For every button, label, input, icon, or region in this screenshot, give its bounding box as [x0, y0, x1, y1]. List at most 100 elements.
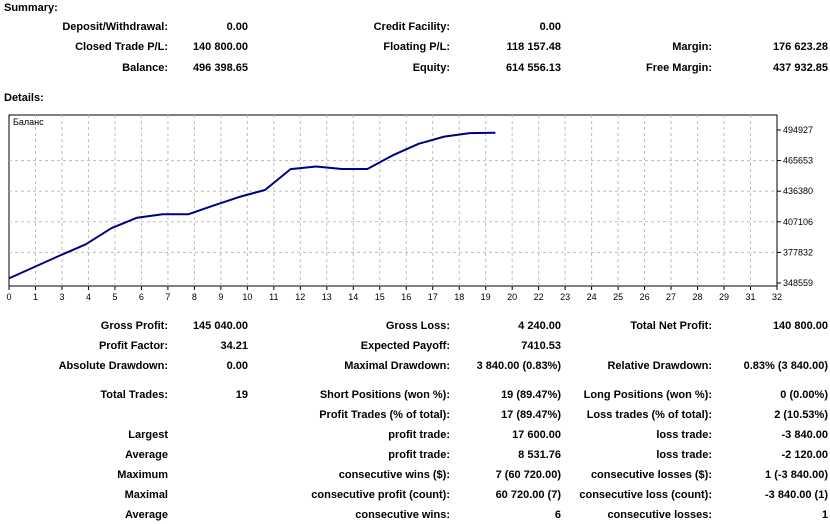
closed-pl-value: 140 800.00 — [192, 41, 248, 53]
x-tick-label: 12 — [295, 292, 305, 302]
summary-heading: Summary: — [4, 2, 58, 14]
x-tick-label: 0 — [6, 292, 11, 302]
avg-consecutive-losses-value: 1 — [821, 509, 828, 521]
y-tick-label: 377832 — [783, 247, 813, 257]
y-tick-label: 407106 — [783, 217, 813, 227]
average-loss-label: loss trade: — [656, 449, 712, 461]
max-consecutive-losses-label: consecutive losses ($): — [590, 469, 712, 481]
maximal-consecutive-profit-label: consecutive profit (count): — [311, 489, 450, 501]
chart-grid — [9, 115, 777, 286]
avg-consecutive-wins-label: consecutive wins: — [355, 509, 450, 521]
x-tick-label: 11 — [269, 292, 278, 302]
x-tick-label: 6 — [139, 292, 144, 302]
x-tick-label: 8 — [192, 292, 197, 302]
free-margin-value: 437 932.85 — [772, 62, 828, 74]
average-profit-value: 8 531.76 — [518, 449, 561, 461]
profit-factor-label: Profit Factor: — [98, 340, 168, 352]
y-axis-ticks: 494927 465653 436380 407106 377832 348559 — [777, 125, 813, 288]
max-consecutive-wins-label: consecutive wins ($): — [338, 469, 450, 481]
loss-trades-label: Loss trades (% of total): — [586, 409, 712, 421]
maximal-consecutive-loss-value: -3 840.00 (1) — [765, 489, 828, 501]
profit-trades-value: 17 (89.47%) — [501, 409, 561, 421]
x-tick-label: 19 — [481, 292, 491, 302]
maximum-label: Maximum — [117, 469, 168, 481]
short-positions-value: 19 (89.47%) — [501, 389, 561, 401]
balance-value: 496 398.65 — [192, 62, 248, 74]
x-tick-label: 7 — [165, 292, 170, 302]
balance-label: Balance: — [122, 62, 168, 74]
closed-pl-label: Closed Trade P/L: — [75, 41, 168, 53]
expected-payoff-label: Expected Payoff: — [360, 340, 450, 352]
total-net-value: 140 800.00 — [772, 320, 828, 332]
profit-factor-value: 34.21 — [220, 340, 248, 352]
maximal-label: Maximal — [124, 489, 168, 501]
margin-value: 176 623.28 — [772, 41, 828, 53]
x-tick-label: 29 — [719, 292, 729, 302]
credit-label: Credit Facility: — [373, 21, 450, 33]
free-margin-label: Free Margin: — [645, 62, 712, 74]
short-positions-label: Short Positions (won %): — [319, 389, 450, 401]
floating-pl-value: 118 157.48 — [506, 41, 561, 53]
x-tick-label: 16 — [401, 292, 411, 302]
total-trades-value: 19 — [235, 389, 248, 401]
profit-trades-label: Profit Trades (% of total): — [319, 409, 450, 421]
x-tick-label: 25 — [613, 292, 623, 302]
y-tick-label: 494927 — [783, 125, 813, 135]
balance-line — [8, 131, 496, 280]
expected-payoff-value: 7410.53 — [521, 340, 561, 352]
x-tick-label: 27 — [666, 292, 676, 302]
x-tick-label: 3 — [59, 292, 64, 302]
relative-drawdown-label: Relative Drawdown: — [607, 360, 712, 372]
average-label: Average — [124, 449, 168, 461]
largest-profit-value: 17 600.00 — [512, 429, 561, 441]
x-tick-label: 10 — [242, 292, 252, 302]
average-loss-value: -2 120.00 — [781, 449, 828, 461]
maximal-consecutive-loss-label: consecutive loss (count): — [579, 489, 712, 501]
x-tick-label: 1 — [33, 292, 38, 302]
largest-profit-label: profit trade: — [388, 429, 450, 441]
gross-loss-label: Gross Loss: — [385, 320, 450, 332]
maximal-drawdown-label: Maximal Drawdown: — [344, 360, 450, 372]
chart-series — [8, 131, 496, 280]
x-tick-label: 26 — [640, 292, 650, 302]
long-positions-value: 0 (0.00%) — [780, 389, 828, 401]
gross-profit-value: 145 040.00 — [192, 320, 248, 332]
details-heading: Details: — [4, 92, 44, 104]
loss-trades-value: 2 (10.53%) — [774, 409, 828, 421]
maximal-drawdown-value: 3 840.00 (0.83%) — [476, 360, 561, 372]
gross-loss-value: 4 240.00 — [518, 320, 561, 332]
equity-label: Equity: — [412, 62, 450, 74]
credit-value: 0.00 — [539, 21, 561, 33]
long-positions-label: Long Positions (won %): — [583, 389, 712, 401]
x-tick-label: 28 — [693, 292, 703, 302]
max-consecutive-wins-value: 7 (60 720.00) — [495, 469, 561, 481]
relative-drawdown-value: 0.83% (3 840.00) — [743, 360, 828, 372]
total-net-label: Total Net Profit: — [630, 320, 712, 332]
total-trades-label: Total Trades: — [100, 389, 168, 401]
x-tick-label: 9 — [218, 292, 223, 302]
x-tick-label: 20 — [507, 292, 517, 302]
deposit-value: 0.00 — [226, 21, 248, 33]
floating-pl-label: Floating P/L: — [383, 41, 450, 53]
y-tick-label: 465653 — [783, 156, 813, 166]
x-tick-label: 17 — [428, 292, 438, 302]
absolute-drawdown-value: 0.00 — [226, 360, 248, 372]
x-tick-label: 5 — [112, 292, 117, 302]
maximal-consecutive-profit-value: 60 720.00 (7) — [495, 489, 561, 501]
x-tick-label: 14 — [348, 292, 358, 302]
x-tick-label: 13 — [322, 292, 332, 302]
x-tick-label: 23 — [560, 292, 570, 302]
largest-loss-label: loss trade: — [656, 429, 712, 441]
largest-loss-value: -3 840.00 — [781, 429, 828, 441]
equity-value: 614 556.13 — [505, 62, 561, 74]
largest-label: Largest — [128, 429, 168, 441]
y-tick-label: 348559 — [783, 278, 813, 288]
balance-chart: Баланс 494927465653436380407106377832348… — [6, 114, 813, 302]
max-consecutive-losses-value: 1 (-3 840.00) — [765, 469, 828, 481]
x-tick-label: 22 — [534, 292, 544, 302]
avg-consecutive-losses-label: consecutive losses: — [607, 509, 712, 521]
margin-label: Margin: — [672, 41, 712, 53]
y-tick-label: 436380 — [783, 186, 813, 196]
average-profit-label: profit trade: — [388, 449, 450, 461]
avg-consecutive-wins-value: 6 — [554, 509, 561, 521]
